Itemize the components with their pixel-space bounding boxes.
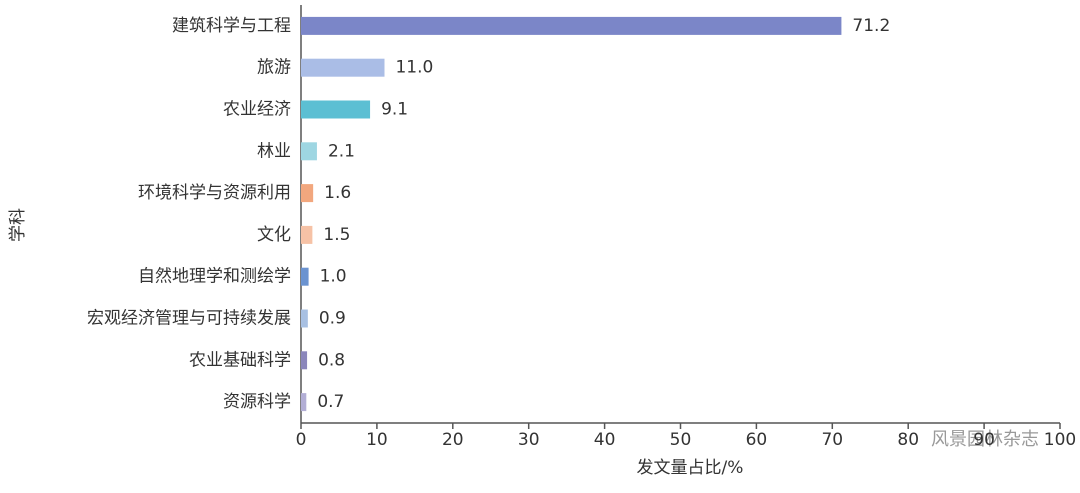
bar: [301, 351, 308, 370]
value-label: 1.0: [320, 267, 347, 287]
bar: [301, 142, 317, 161]
value-label: 0.8: [318, 350, 345, 370]
bar: [301, 393, 307, 412]
y-tick-label: 资源科学: [223, 392, 291, 412]
x-axis-label: 发文量占比/%: [637, 458, 744, 478]
y-tick-label: 林业: [257, 141, 291, 161]
value-label: 9.1: [381, 100, 408, 120]
y-tick-label: 农业基础科学: [189, 350, 291, 370]
x-tick-label: 20: [442, 430, 464, 450]
bar: [301, 184, 314, 203]
bar: [301, 16, 842, 35]
bar: [301, 58, 385, 77]
value-label: 1.5: [323, 225, 350, 245]
value-label: 2.1: [328, 141, 355, 161]
y-tick-label: 文化: [257, 225, 291, 245]
x-tick-label: 80: [897, 430, 919, 450]
value-label: 71.2: [852, 16, 890, 36]
y-tick-label: 旅游: [257, 58, 291, 78]
x-tick-label: 10: [366, 430, 388, 450]
bar: [301, 267, 309, 286]
x-tick-label: 60: [746, 430, 768, 450]
x-tick-label: 100: [1044, 430, 1076, 450]
x-tick-label: 50: [670, 430, 692, 450]
x-tick-label: 90: [973, 430, 995, 450]
watermark: 风景园林杂志: [931, 429, 1039, 450]
value-label: 0.9: [319, 309, 346, 329]
bar: [301, 225, 313, 244]
y-tick-label: 宏观经济管理与可持续发展: [87, 309, 291, 329]
x-tick-label: 70: [821, 430, 843, 450]
y-axis-label: 学科: [8, 208, 28, 242]
value-label: 0.7: [317, 392, 344, 412]
y-tick-label: 自然地理学和测绘学: [138, 267, 291, 287]
value-label: 1.6: [324, 183, 351, 203]
value-label: 11.0: [395, 58, 433, 78]
y-tick-label: 建筑科学与工程: [172, 16, 291, 36]
x-tick-label: 40: [594, 430, 616, 450]
x-tick-label: 0: [296, 430, 307, 450]
bar: [301, 309, 308, 328]
x-tick-label: 30: [518, 430, 540, 450]
y-tick-label: 农业经济: [223, 100, 291, 120]
bar: [301, 100, 371, 119]
y-tick-label: 环境科学与资源利用: [138, 183, 291, 203]
